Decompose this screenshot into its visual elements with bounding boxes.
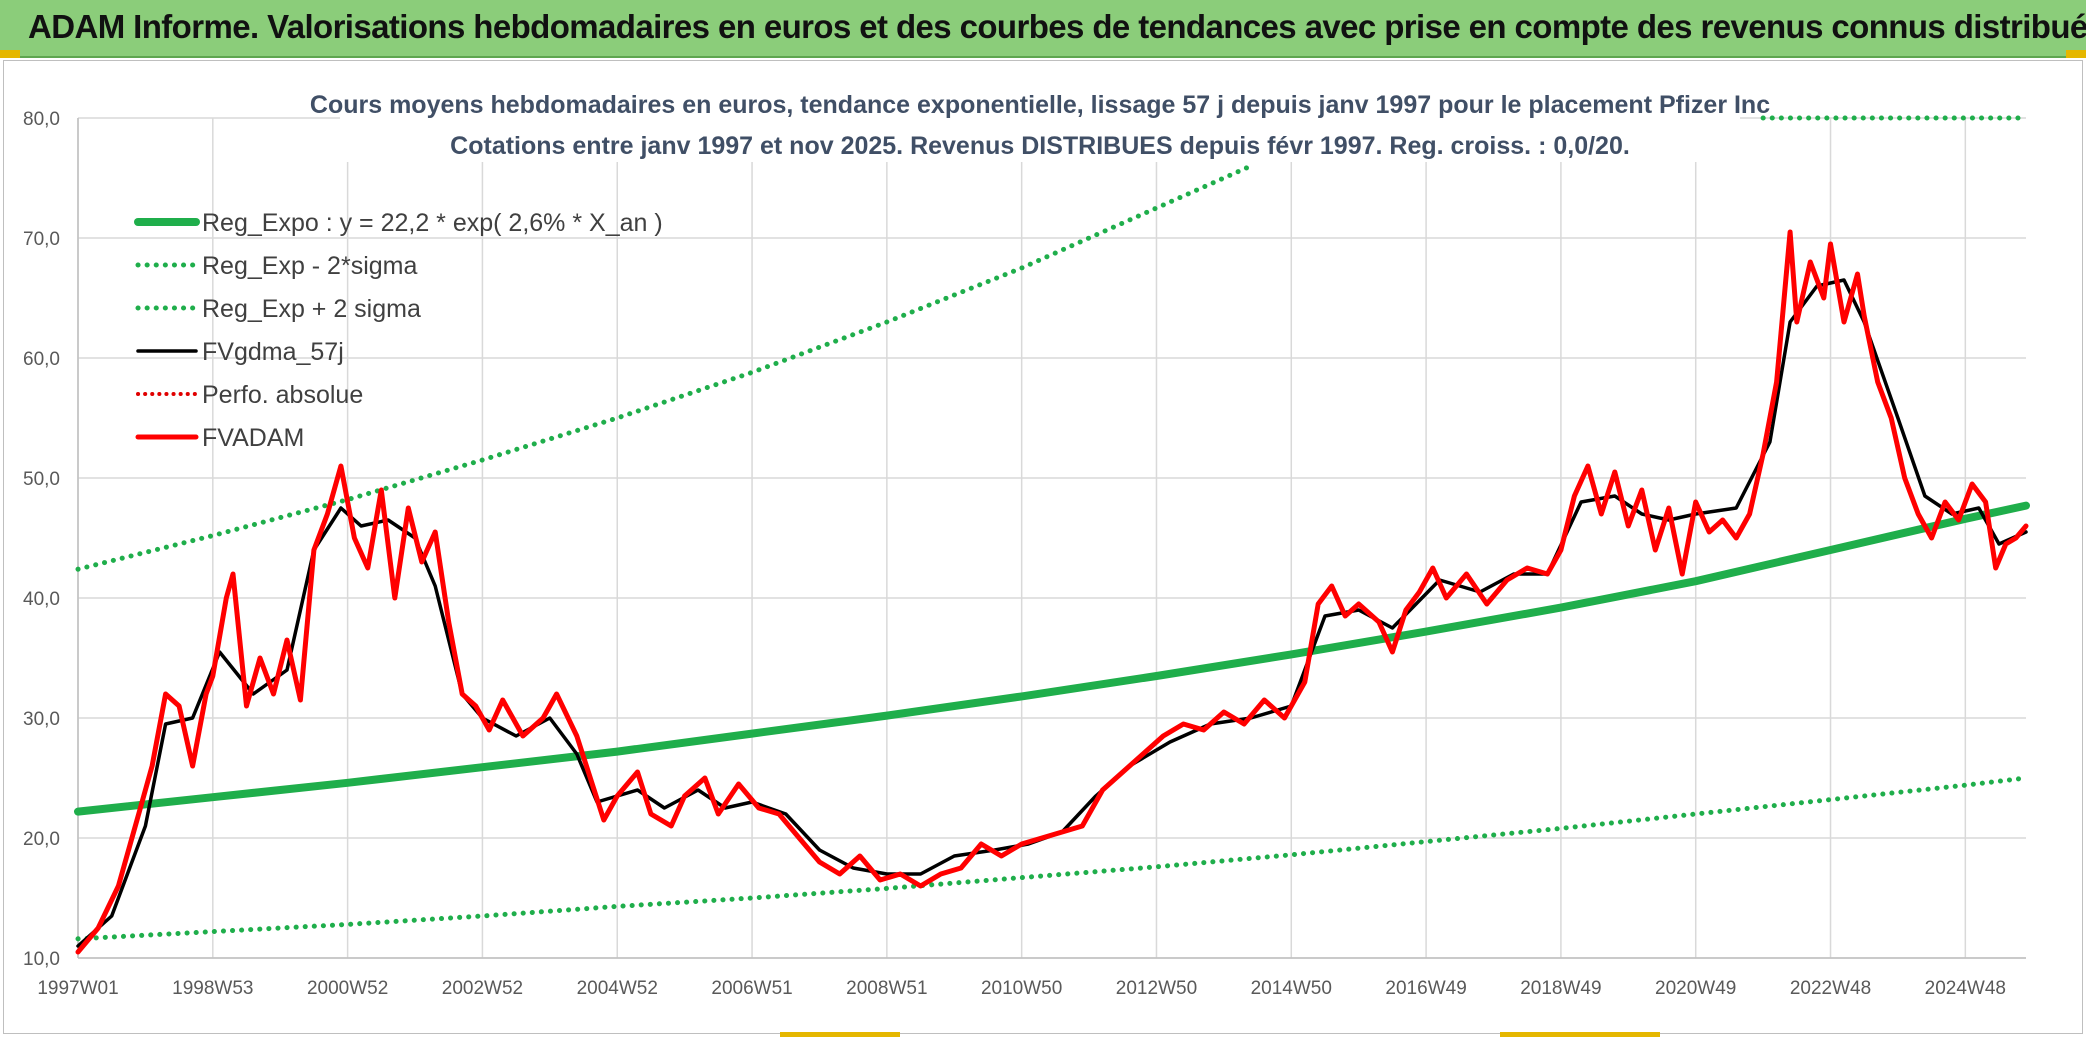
y-tick-label: 50,0	[23, 469, 60, 490]
x-tick-label: 2024W48	[1925, 978, 2006, 999]
legend-label-reg-exp-plus-2sigma: Reg_Exp + 2 sigma	[202, 295, 421, 323]
y-tick-label: 60,0	[23, 349, 60, 370]
series-line-reg-exp-minus-2sigma	[75, 775, 2029, 942]
y-tick-label: 40,0	[23, 589, 60, 610]
chart-title-line-1: Cours moyens hebdomadaires en euros, ten…	[310, 91, 1770, 119]
page-title: ADAM Informe. Valorisations hebdomadaire…	[28, 8, 2086, 45]
x-tick-label: 1998W53	[172, 978, 253, 999]
legend-label-fvgdma-57j: FVgdma_57j	[202, 338, 344, 366]
x-tick-label: 2010W50	[981, 978, 1062, 999]
y-tick-label: 70,0	[23, 229, 60, 250]
header-banner: ADAM Informe. Valorisations hebdomadaire…	[0, 0, 2086, 58]
x-tick-label: 2016W49	[1385, 978, 1466, 999]
chart-frame	[3, 60, 2083, 1034]
x-tick-label: 2012W50	[1116, 978, 1197, 999]
legend-label-perfo-absolue: Perfo. absolue	[202, 381, 363, 409]
x-tick-label: 2002W52	[442, 978, 523, 999]
corner-marker-left	[0, 50, 20, 58]
chart-title-line-2: Cotations entre janv 1997 et nov 2025. R…	[450, 132, 1630, 160]
x-tick-label: 2004W52	[577, 978, 658, 999]
series-line-reg-expo	[74, 501, 2030, 816]
x-tick-label: 2022W48	[1790, 978, 1871, 999]
legend-label-fvadam: FVADAM	[202, 424, 304, 452]
x-tick-label: 2014W50	[1251, 978, 1332, 999]
bottom-marker	[780, 1032, 900, 1037]
series-line-fvadam	[75, 229, 2029, 955]
bottom-marker-2	[1500, 1032, 1660, 1037]
legend-label-reg-expo: Reg_Expo : y = 22,2 * exp( 2,6% * X_an )	[202, 209, 663, 237]
x-tick-label: 2000W52	[307, 978, 388, 999]
chart-title: Cours moyens hebdomadaires en euros, ten…	[310, 86, 1770, 162]
chart-legend: Reg_Expo : y = 22,2 * exp( 2,6% * X_an )…	[134, 209, 663, 452]
x-tick-label: 2018W49	[1520, 978, 1601, 999]
chart-title-background	[340, 86, 1740, 162]
x-tick-label: 2006W51	[711, 978, 792, 999]
legend-label-reg-exp-minus-2sigma: Reg_Exp - 2*sigma	[202, 252, 417, 280]
x-tick-label: 2020W49	[1655, 978, 1736, 999]
y-tick-label: 80,0	[23, 109, 60, 130]
x-tick-label: 2008W51	[846, 978, 927, 999]
series-line-fvgdma-57j	[76, 278, 2028, 948]
series-layer	[74, 115, 2030, 955]
x-tick-label: 1997W01	[37, 978, 118, 999]
corner-marker-right	[2066, 50, 2086, 58]
y-tick-label: 20,0	[23, 829, 60, 850]
y-tick-label: 30,0	[23, 709, 60, 730]
y-tick-label: 10,0	[23, 949, 60, 970]
series-line-reg-exp-plus-2sigma	[75, 115, 2029, 572]
axis-layer: 10,0 20,0 30,0 40,0 50,0 60,0 70,0 80,0 1997W01 1…	[23, 109, 2026, 999]
